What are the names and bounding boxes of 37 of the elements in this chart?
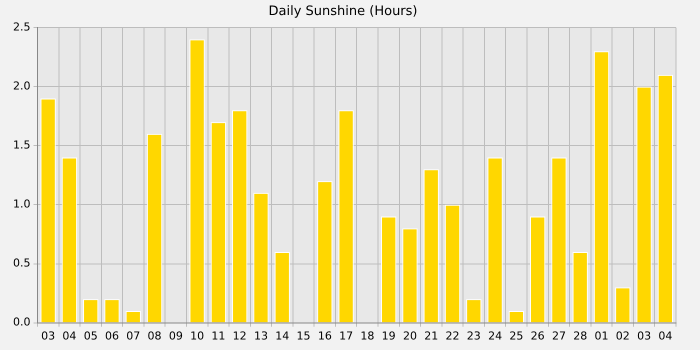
y-tick-label: 2.0 xyxy=(12,80,30,92)
x-tick-label: 09 xyxy=(168,329,183,342)
y-tick-label: 1.0 xyxy=(12,198,30,211)
x-tick-label: 27 xyxy=(552,329,566,342)
x-tick-label: 17 xyxy=(339,329,354,342)
x-tick-label: 23 xyxy=(466,329,481,342)
x-tick-label: 12 xyxy=(232,329,247,342)
x-tick-label: 16 xyxy=(318,329,332,342)
x-tick-label: 06 xyxy=(104,329,119,342)
x-tick-label: 21 xyxy=(424,329,438,342)
x-tick-label: 26 xyxy=(530,329,545,342)
x-tick-label: 18 xyxy=(360,329,374,342)
y-tick-label: 0.5 xyxy=(12,256,30,270)
y-tick-label: 0.0 xyxy=(12,316,30,329)
x-tick-label: 11 xyxy=(211,329,226,342)
x-tick-label: 19 xyxy=(382,329,396,342)
x-tick-label: 14 xyxy=(275,329,290,342)
x-tick-label: 01 xyxy=(594,329,609,342)
x-tick-label: 04 xyxy=(658,329,672,342)
x-tick-label: 24 xyxy=(488,329,502,342)
x-tick-label: 03 xyxy=(637,329,652,342)
x-tick-label: 03 xyxy=(41,329,56,342)
x-tick-label: 25 xyxy=(509,329,524,342)
x-tick-label: 08 xyxy=(148,329,162,342)
chart-title: Daily Sunshine (Hours) xyxy=(268,4,418,20)
x-tick-label: 13 xyxy=(254,329,268,342)
x-tick-label: 04 xyxy=(62,329,76,342)
y-tick-label: 2.5 xyxy=(12,20,30,34)
x-tick-label: 07 xyxy=(126,329,140,342)
x-tick-label: 02 xyxy=(616,329,630,342)
x-tick-label: 10 xyxy=(190,329,204,342)
x-tick-label: 05 xyxy=(84,329,98,342)
x-tick-label: 22 xyxy=(446,329,460,342)
y-tick-label: 1.5 xyxy=(12,138,30,152)
x-tick-label: 28 xyxy=(573,329,588,342)
x-tick-label: 20 xyxy=(402,329,417,342)
x-tick-label: 15 xyxy=(296,329,311,342)
